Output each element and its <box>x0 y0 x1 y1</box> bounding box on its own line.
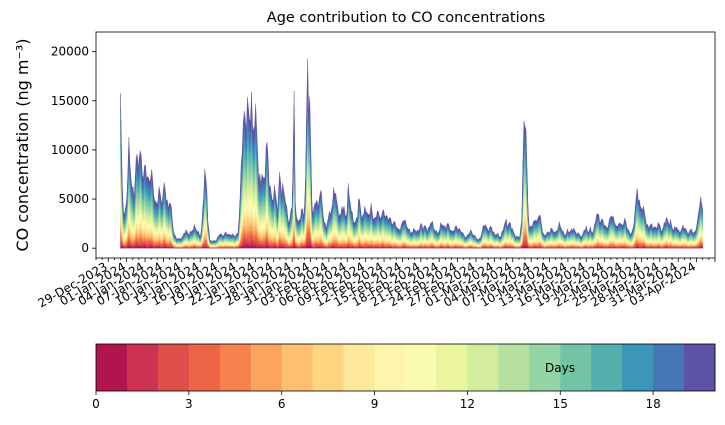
colorbar <box>95 343 716 392</box>
y-tick-label: 15000 <box>51 94 89 108</box>
colorbar-cell-19 <box>684 344 716 391</box>
colorbar-cell-7 <box>312 344 344 391</box>
colorbar-cell-14 <box>529 344 561 391</box>
y-tick-label: 10000 <box>51 143 89 157</box>
colorbar-cell-12 <box>467 344 499 391</box>
colorbar-cell-10 <box>405 344 437 391</box>
x-axis: 29-Dec-202301-Jan-202404-Jan-202407-Jan-… <box>35 258 716 310</box>
stacked-area-layers <box>120 58 703 249</box>
colorbar-cell-1 <box>126 344 159 391</box>
colorbar-cell-8 <box>343 344 375 391</box>
colorbar-tick-label: 6 <box>278 397 286 411</box>
colorbar-tick-label: 12 <box>460 397 475 411</box>
colorbar-tick-label: 3 <box>185 397 193 411</box>
y-tick-label: 20000 <box>51 45 89 59</box>
colorbar-frame <box>95 343 716 392</box>
colorbar-cell-2 <box>157 344 190 391</box>
y-axis: 0 5000 10000 15000 20000 <box>51 45 96 255</box>
colorbar-cell-17 <box>622 344 654 391</box>
colorbar-cell-0 <box>96 344 128 391</box>
y-tick-label: 0 <box>81 241 89 255</box>
area-band-day-19 <box>120 58 703 243</box>
colorbar-cell-16 <box>591 344 623 391</box>
colorbar-cell-5 <box>250 344 282 391</box>
colorbar-cell-3 <box>188 344 221 391</box>
colorbar-label: Days <box>545 361 575 375</box>
colorbar-cell-6 <box>281 344 313 391</box>
colorbar-cell-4 <box>219 344 252 391</box>
colorbar-cell-18 <box>653 344 685 391</box>
colorbar-cell-15 <box>560 344 592 391</box>
plot-frame <box>95 31 716 259</box>
colorbar-cell-13 <box>498 344 530 391</box>
colorbar-tick-label: 18 <box>645 397 660 411</box>
colorbar-tick-label: 0 <box>92 397 100 411</box>
colorbar-axis: 0 3 6 9 12 15 18 <box>92 391 661 411</box>
colorbar-tick-label: 9 <box>371 397 379 411</box>
y-axis-label: CO concentration (ng m⁻³) <box>13 38 32 251</box>
chart-title: Age contribution to CO concentrations <box>267 10 545 26</box>
colorbar-cell-9 <box>374 344 406 391</box>
colorbar-tick-label: 15 <box>553 397 568 411</box>
colorbar-cell-11 <box>436 344 468 391</box>
y-tick-label: 5000 <box>58 192 89 206</box>
